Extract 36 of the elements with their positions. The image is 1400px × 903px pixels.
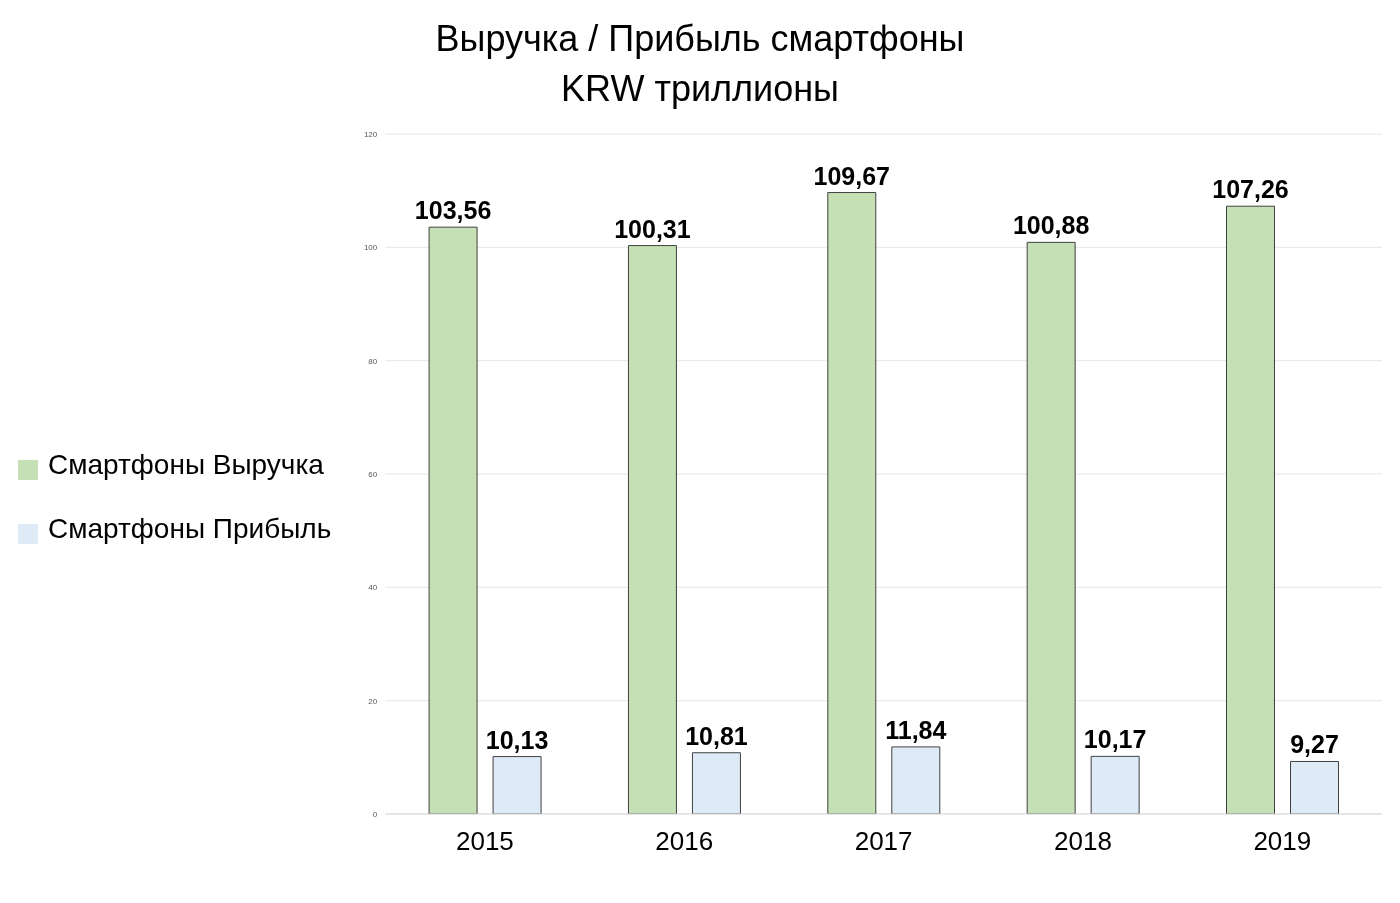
data-label: 109,67 <box>813 161 891 190</box>
data-label: 103,56 <box>414 196 492 225</box>
bar <box>627 245 677 814</box>
data-label: 9,27 <box>1290 730 1339 759</box>
y-tick-label: 40 <box>368 583 378 593</box>
bar <box>1290 760 1339 814</box>
data-label: 11,84 <box>885 715 947 744</box>
x-tick-label: 2019 <box>1253 826 1312 857</box>
legend-label: Смартфоны Прибыль <box>48 513 332 544</box>
x-tick-label: 2016 <box>655 826 714 857</box>
data-label: 100,31 <box>614 214 691 243</box>
y-tick-label: 100 <box>363 243 378 253</box>
bar <box>492 756 542 814</box>
bar <box>691 752 741 814</box>
data-label: 100,88 <box>1012 211 1090 240</box>
legend-label: Смартфоны Выручка <box>48 449 324 480</box>
x-tick-label: 2017 <box>854 826 913 857</box>
bar <box>428 226 478 814</box>
data-label: 107,26 <box>1212 175 1289 204</box>
bar <box>827 192 877 814</box>
chart-subtitle: KRW триллионы <box>560 67 840 111</box>
y-tick-label: 80 <box>368 356 378 366</box>
chart-title: Выручка / Прибыль смартфоны <box>434 17 966 61</box>
x-tick-label: 2018 <box>1054 826 1112 857</box>
y-tick-label: 60 <box>368 469 378 479</box>
y-tick-label: 0 <box>372 809 378 819</box>
data-label: 10,81 <box>685 721 748 750</box>
bar <box>891 746 941 814</box>
y-tick-label: 120 <box>363 129 378 139</box>
data-label: 10,13 <box>485 725 549 754</box>
data-label: 10,17 <box>1083 725 1147 754</box>
bar <box>1226 205 1275 814</box>
y-tick-label: 20 <box>368 696 378 706</box>
bar <box>1026 241 1076 814</box>
bar <box>1090 755 1140 814</box>
x-tick-label: 2015 <box>455 826 514 857</box>
